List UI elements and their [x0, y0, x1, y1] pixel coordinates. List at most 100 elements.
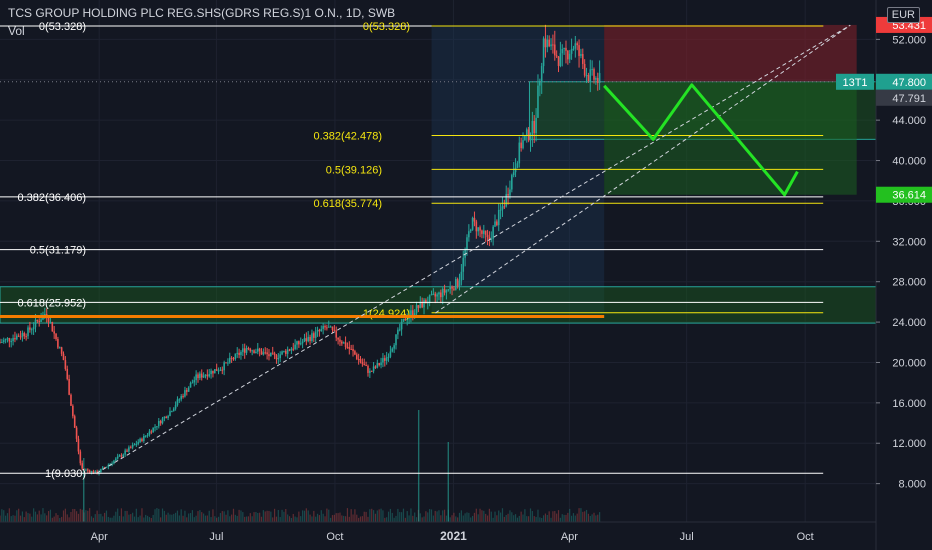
candle-body: [380, 362, 382, 366]
volume-bar: [128, 514, 130, 522]
volume-bar: [440, 515, 442, 522]
candle-body: [398, 329, 401, 331]
volume-bar: [75, 511, 78, 522]
volume-bar: [176, 510, 179, 522]
volume-bar: [346, 508, 349, 522]
volume-bar: [419, 513, 421, 522]
volume-bar: [318, 515, 321, 522]
volume-bar: [528, 516, 530, 522]
fib-white-label: 0.5(31.179): [30, 245, 86, 257]
price-tick-label: 52.000: [892, 34, 926, 46]
candle-body: [44, 313, 46, 315]
volume-bar: [316, 513, 319, 522]
volume-bar: [182, 515, 184, 522]
candle-body: [253, 350, 255, 354]
candle-body: [230, 357, 233, 359]
candle-body: [191, 382, 194, 384]
volume-bar: [145, 514, 147, 522]
volume-bar: [217, 516, 220, 522]
candle-body: [309, 336, 311, 341]
candle-body: [113, 460, 115, 464]
candle-body: [299, 343, 302, 345]
candle-body: [376, 363, 379, 368]
candle-body: [243, 348, 246, 353]
candle-body: [55, 333, 57, 340]
candle-body: [307, 336, 310, 342]
volume-bar: [507, 513, 509, 522]
candle-body: [51, 321, 54, 332]
volume-bar: [109, 517, 111, 522]
candle-body: [365, 364, 367, 366]
volume-bar: [354, 509, 356, 522]
candle-body: [520, 142, 522, 149]
candle-body: [539, 80, 541, 86]
candle-body: [62, 353, 65, 361]
candle-body: [430, 294, 433, 296]
volume-bar: [158, 508, 160, 522]
volume-bar: [72, 508, 74, 522]
volume-bar: [266, 510, 268, 522]
candle-body: [70, 394, 72, 406]
volume-bar: [0, 515, 1, 522]
volume-bar: [1, 509, 3, 522]
volume-bar: [143, 517, 145, 522]
candle-body: [141, 438, 143, 441]
volume-bar: [341, 515, 343, 522]
volume-bar: [544, 513, 547, 522]
time-tick-label: Apr: [91, 531, 108, 543]
candle-body: [533, 120, 536, 134]
volume-bar: [167, 512, 169, 522]
candle-body: [116, 456, 119, 459]
volume-bar: [223, 511, 225, 522]
candle-body: [208, 374, 211, 377]
volume-bar: [421, 517, 423, 522]
candle-body: [348, 347, 351, 349]
volume-bar: [542, 515, 545, 522]
candle-body: [227, 362, 229, 364]
volume-bar: [369, 509, 371, 522]
volume-bar: [195, 515, 197, 522]
candle-body: [126, 450, 128, 452]
volume-bar: [344, 516, 347, 522]
volume-bar: [516, 517, 519, 522]
volume-bar: [206, 515, 208, 522]
candle-body: [4, 338, 7, 341]
volume-bar: [285, 508, 287, 522]
candle-body: [567, 50, 569, 60]
volume-bar: [270, 511, 272, 522]
volume-bar: [204, 515, 207, 522]
candle-body: [47, 316, 50, 323]
volume-bar: [85, 510, 87, 522]
candle-body: [86, 469, 89, 471]
currency-badge[interactable]: EUR: [886, 7, 920, 23]
candlesticks: [0, 24, 601, 522]
candle-body: [400, 321, 403, 330]
volume-bar: [574, 515, 576, 522]
candle-body: [449, 286, 451, 290]
volume-bar: [414, 512, 416, 522]
volume-bar: [470, 517, 472, 522]
volume-indicator-label[interactable]: Vol: [8, 24, 25, 38]
candle-body: [481, 230, 483, 234]
volume-bar: [49, 509, 52, 522]
volume-bar: [29, 513, 31, 522]
candle-body: [292, 348, 295, 350]
volume-bar: [156, 508, 158, 522]
candle-body: [1, 342, 3, 344]
candle-body: [354, 351, 356, 355]
candle-body: [438, 292, 440, 295]
volume-bar: [5, 515, 7, 522]
volume-bar: [567, 512, 569, 522]
symbol-title[interactable]: TCS GROUP HOLDING PLC REG.SHS(GDRS REG.S…: [8, 6, 396, 20]
candle-body: [25, 336, 27, 338]
price-tag-bg: [836, 73, 874, 90]
fib-yellow-label: 0(53.328): [363, 21, 410, 33]
volume-bar: [300, 516, 302, 522]
candle-body: [324, 326, 326, 328]
volume-bar: [173, 513, 175, 522]
volume-bar: [132, 512, 134, 522]
volume-bar: [255, 511, 257, 522]
volume-bar: [3, 510, 5, 522]
candle-body: [511, 175, 513, 190]
